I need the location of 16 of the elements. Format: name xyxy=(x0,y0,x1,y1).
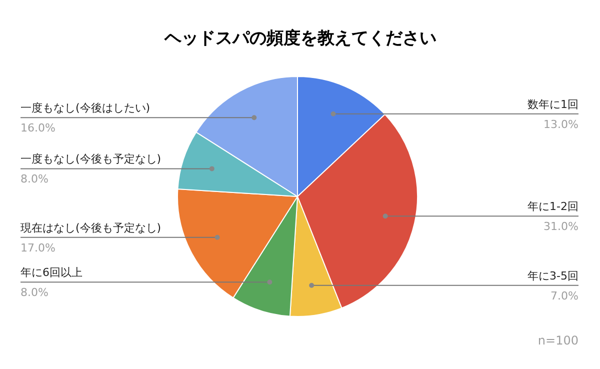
data-label: 7.0% xyxy=(550,289,579,302)
data-label: 17.0% xyxy=(20,241,56,254)
data-label: 31.0% xyxy=(544,220,579,234)
data-label: 13.0% xyxy=(544,118,579,131)
slice-label: 年に3-5回 xyxy=(528,269,578,282)
slice-label: 一度もなし(今後も予定なし) xyxy=(20,152,162,166)
data-label: 8.0% xyxy=(20,172,48,186)
text: n=100 xyxy=(538,334,579,348)
data-label: 16.0% xyxy=(20,122,56,135)
slice-label: 一度もなし(今後はしたい) xyxy=(20,102,150,115)
chart-title: ヘッドスパの頻度を教えてください xyxy=(164,28,436,48)
slice-label: 現在はなし(今後も予定なし) xyxy=(20,221,162,234)
slice-label: 年に6回以上 xyxy=(20,266,82,280)
data-label: 8.0% xyxy=(20,286,48,300)
slice-label: 数年に1回 xyxy=(528,98,578,111)
slice-label: 年に1-2回 xyxy=(528,200,578,214)
